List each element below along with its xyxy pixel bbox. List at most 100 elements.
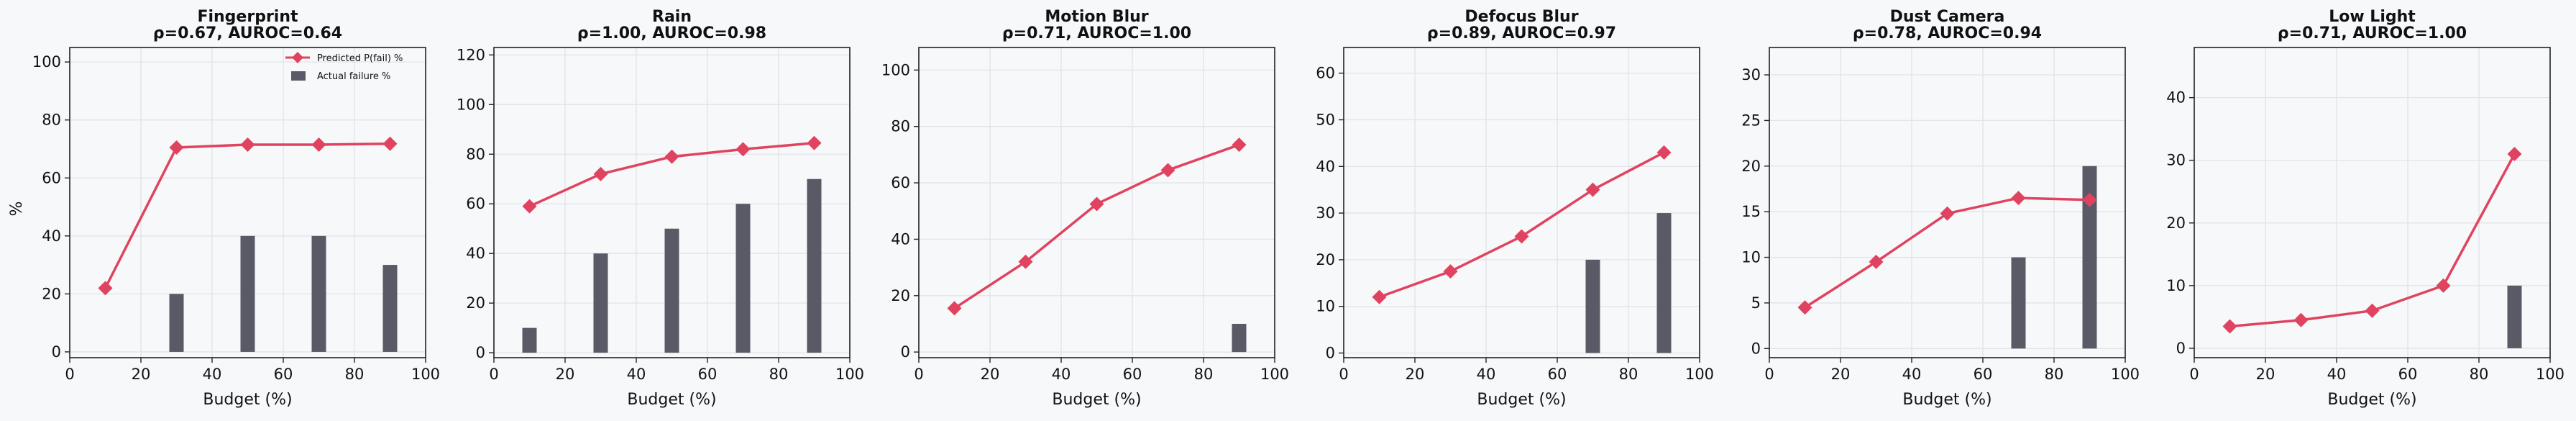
y-tick-label: 60 — [466, 195, 485, 212]
x-tick-label: 0 — [2189, 366, 2199, 383]
y-tick-label: 10 — [1741, 249, 1761, 266]
x-tick-label: 40 — [2327, 366, 2347, 383]
legend: Predicted P(fail) % Actual failure % — [285, 52, 403, 82]
point-predicted-pfail — [169, 140, 184, 155]
x-tick-label: 40 — [1477, 366, 1496, 383]
bar-actual-failure — [664, 228, 679, 353]
y-tick-label: 100 — [881, 61, 910, 78]
point-predicted-pfail — [2365, 303, 2380, 318]
y-tick-label: 20 — [1316, 251, 1335, 268]
axes-frame — [1343, 47, 1700, 358]
point-predicted-pfail — [1372, 289, 1387, 304]
x-tick-label: 40 — [627, 366, 646, 383]
bar-actual-failure — [522, 327, 537, 353]
axes-frame — [918, 47, 1275, 358]
y-tick-label: 15 — [1741, 203, 1761, 220]
bar-actual-failure — [735, 204, 751, 353]
panel-subtitle: ρ=0.71, AUROC=1.00 — [1002, 24, 1191, 42]
x-tick-label: 60 — [1548, 366, 1567, 383]
point-predicted-pfail — [735, 142, 751, 157]
point-predicted-pfail — [1585, 182, 1600, 197]
x-axis-label: Budget (%) — [1477, 391, 1566, 409]
axes-frame — [2194, 47, 2551, 358]
x-tick-label: 100 — [2111, 366, 2140, 383]
bar-actual-failure — [2082, 166, 2097, 349]
y-tick-label: 120 — [457, 46, 485, 63]
y-tick-label: 40 — [1316, 158, 1335, 175]
legend-label: Predicted P(fail) % — [317, 53, 403, 64]
point-predicted-pfail — [1940, 206, 1955, 221]
point-predicted-pfail — [947, 301, 962, 316]
x-tick-label: 100 — [2536, 366, 2564, 383]
x-tick-label: 0 — [914, 366, 923, 383]
y-tick-label: 60 — [42, 169, 61, 186]
legend-marker-swatch — [292, 52, 303, 63]
y-tick-label: 0 — [1751, 340, 1761, 357]
y-tick-label: 80 — [466, 145, 485, 163]
chart-panel-0: 0 20 40 60 80 100 0 20 40 60 80 100 Fingerprintρ=0.6… — [8, 8, 440, 409]
x-tick-label: 60 — [698, 366, 718, 383]
bar-actual-failure — [593, 253, 608, 353]
x-tick-label: 40 — [1052, 366, 1071, 383]
bar-actual-failure — [382, 265, 398, 352]
point-predicted-pfail — [522, 199, 537, 214]
bar-actual-failure — [807, 178, 822, 353]
panel-title: Rain — [652, 8, 692, 26]
plot-area — [1769, 47, 2125, 358]
point-predicted-pfail — [1656, 145, 1672, 160]
y-tick-label: 0 — [1326, 345, 1335, 362]
x-axis-label: Budget (%) — [1052, 391, 1141, 409]
y-tick-label: 25 — [1741, 112, 1761, 129]
x-axis-label: Budget (%) — [2327, 391, 2416, 409]
y-tick-label: 5 — [1751, 294, 1761, 312]
axes-frame — [493, 47, 851, 358]
x-axis-label: Budget (%) — [203, 391, 292, 409]
chart-panel-3: 0 20 40 60 80 100 0 10 20 30 40 50 60 Defocus Blurρ=0… — [1316, 8, 1714, 409]
legend-bar-swatch — [291, 71, 306, 81]
panel-subtitle: ρ=0.89, AUROC=0.97 — [1427, 24, 1616, 42]
x-tick-label: 80 — [345, 366, 365, 383]
point-predicted-pfail — [664, 149, 679, 164]
y-tick-label: 20 — [42, 285, 61, 302]
x-tick-label: 0 — [65, 366, 74, 383]
x-tick-label: 100 — [1685, 366, 1714, 383]
point-predicted-pfail — [1232, 137, 1247, 153]
y-tick-label: 0 — [901, 343, 910, 361]
x-tick-label: 60 — [1974, 366, 1993, 383]
point-predicted-pfail — [1089, 196, 1104, 212]
point-predicted-pfail — [1160, 163, 1175, 178]
panel-subtitle: ρ=0.78, AUROC=0.94 — [1853, 24, 2042, 42]
y-tick-label: 20 — [1741, 158, 1761, 175]
point-predicted-pfail — [2222, 319, 2237, 334]
x-tick-label: 80 — [769, 366, 789, 383]
x-tick-label: 0 — [1339, 366, 1348, 383]
chart-panel-2: 0 20 40 60 80 100 0 20 40 60 80 100 Motion Blurρ=0.7… — [881, 8, 1289, 409]
bar-actual-failure — [240, 235, 255, 352]
x-tick-label: 80 — [2045, 366, 2064, 383]
y-tick-label: 60 — [891, 174, 910, 191]
point-predicted-pfail — [2011, 191, 2026, 206]
point-predicted-pfail — [1869, 254, 1884, 269]
y-tick-label: 30 — [2166, 152, 2186, 169]
x-axis-label: Budget (%) — [627, 391, 716, 409]
axes-frame — [69, 47, 426, 358]
point-predicted-pfail — [807, 135, 822, 150]
x-tick-label: 0 — [1764, 366, 1774, 383]
y-tick-label: 10 — [1316, 298, 1335, 315]
point-predicted-pfail — [382, 136, 398, 151]
bar-actual-failure — [2507, 285, 2522, 348]
y-tick-label: 10 — [2166, 277, 2186, 294]
panel-title: Dust Camera — [1890, 8, 2005, 26]
bar-actual-failure — [169, 294, 184, 352]
point-predicted-pfail — [2293, 312, 2309, 327]
point-predicted-pfail — [1514, 229, 1529, 244]
x-tick-label: 80 — [1194, 366, 1214, 383]
x-tick-label: 40 — [203, 366, 222, 383]
y-axis-label: % — [8, 202, 26, 217]
x-tick-label: 100 — [1260, 366, 1289, 383]
y-tick-label: 50 — [1316, 111, 1335, 128]
y-tick-label: 80 — [42, 112, 61, 129]
x-axis-label: Budget (%) — [1902, 391, 1991, 409]
point-predicted-pfail — [311, 137, 326, 152]
